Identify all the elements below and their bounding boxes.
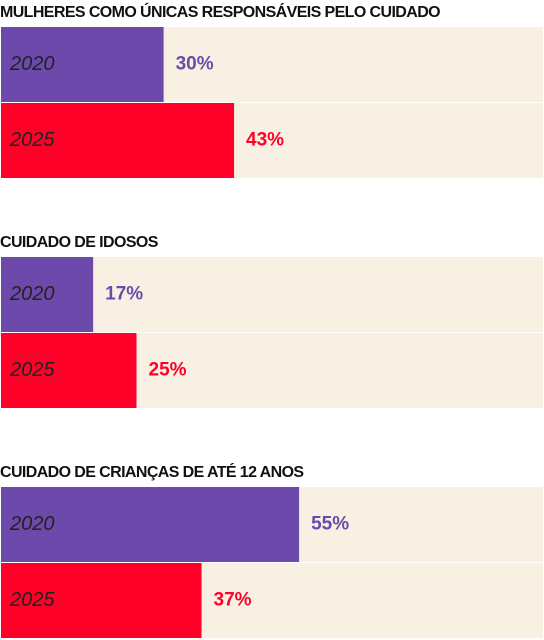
bar: [1, 487, 300, 562]
chart-title: CUIDADO DE IDOSOS: [0, 234, 159, 251]
category-label: 2020: [9, 283, 55, 305]
value-label: 43%: [246, 130, 284, 151]
category-label: 2025: [9, 589, 55, 611]
category-label: 2025: [9, 129, 55, 151]
bar: [1, 257, 94, 332]
value-label: 37%: [214, 590, 252, 611]
bar: [1, 27, 164, 102]
value-label: 17%: [105, 284, 143, 305]
value-label: 30%: [176, 54, 214, 75]
category-label: 2020: [9, 53, 55, 75]
category-label: 2020: [9, 513, 55, 535]
category-label: 2025: [9, 359, 55, 381]
chart-title: MULHERES COMO ÚNICAS RESPONSÁVEIS PELO C…: [0, 2, 440, 21]
bar: [1, 563, 202, 638]
chart-title: CUIDADO DE CRIANÇAS DE ATÉ 12 ANOS: [0, 462, 304, 481]
value-label: 25%: [149, 360, 187, 381]
bar: [1, 333, 137, 408]
value-label: 55%: [311, 514, 349, 535]
bar: [1, 103, 235, 178]
